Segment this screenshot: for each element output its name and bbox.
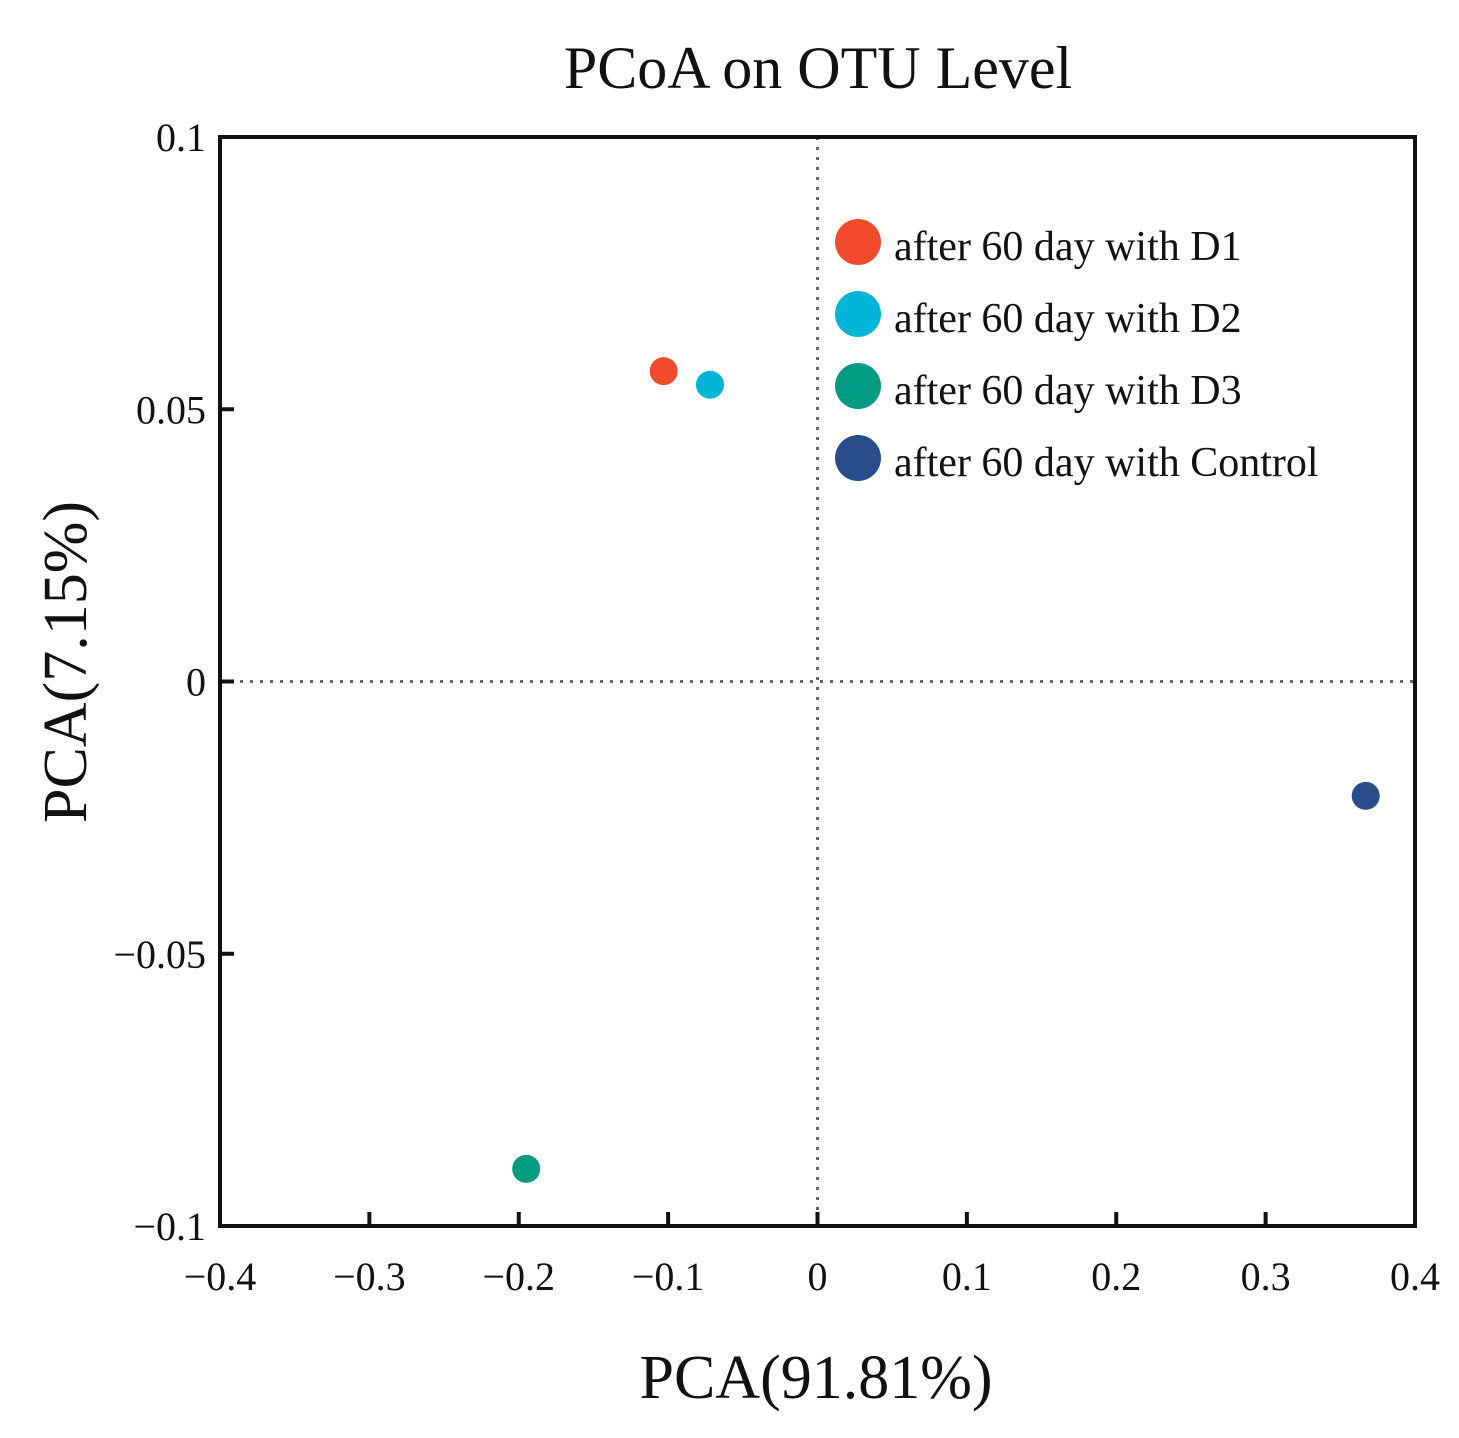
x-tick-label: 0 bbox=[808, 1254, 828, 1299]
y-tick-label: 0.05 bbox=[136, 387, 206, 432]
data-point bbox=[649, 357, 678, 386]
data-point bbox=[1351, 781, 1380, 810]
x-tick-label: −0.4 bbox=[184, 1254, 257, 1299]
y-tick-label: −0.1 bbox=[133, 1204, 206, 1249]
legend-marker bbox=[835, 435, 881, 481]
x-axis-label: PCA(91.81%) bbox=[639, 1344, 992, 1412]
x-tick-label: 0.1 bbox=[942, 1254, 992, 1299]
data-point bbox=[512, 1154, 541, 1183]
legend-label: after 60 day with D1 bbox=[894, 224, 1242, 270]
y-axis-label: PCA(7.15%) bbox=[32, 501, 100, 823]
legend-marker bbox=[835, 363, 881, 409]
y-tick-label: −0.05 bbox=[113, 932, 206, 977]
data-point bbox=[695, 370, 724, 399]
y-tick-label: 0.1 bbox=[156, 115, 206, 160]
x-tick-label: −0.3 bbox=[333, 1254, 406, 1299]
legend-label: after 60 day with D3 bbox=[894, 368, 1242, 414]
x-tick-label: −0.2 bbox=[482, 1254, 555, 1299]
x-tick-label: 0.4 bbox=[1390, 1254, 1440, 1299]
plot-area: −0.4 −0.3 −0.2 −0.1 0 0.1 0.2 0.3 0.4 0.1 0.05 0 −0.… bbox=[113, 115, 1440, 1299]
legend-marker bbox=[835, 291, 881, 337]
x-tick-label: 0.2 bbox=[1091, 1254, 1141, 1299]
x-tick-label: −0.1 bbox=[632, 1254, 705, 1299]
legend-label: after 60 day with D2 bbox=[894, 296, 1242, 342]
y-tick-label: 0 bbox=[186, 660, 206, 705]
legend-label: after 60 day with Control bbox=[894, 440, 1319, 486]
x-tick-label: 0.3 bbox=[1241, 1254, 1291, 1299]
legend: after 60 day with D1 after 60 day with D2… bbox=[835, 219, 1319, 486]
legend-marker bbox=[835, 219, 881, 265]
chart-title: PCoA on OTU Level bbox=[564, 35, 1072, 101]
